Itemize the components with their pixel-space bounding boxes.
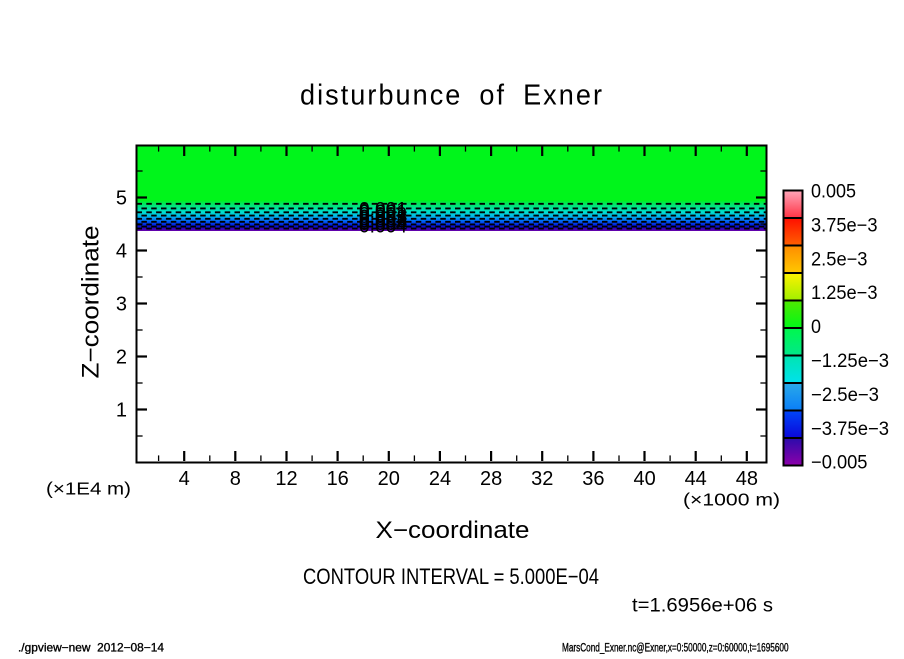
- svg-text:40: 40: [633, 468, 655, 490]
- svg-text:./gpview−new 2012−08−14: ./gpview−new 2012−08−14: [18, 641, 164, 655]
- svg-text:−3.75e−3: −3.75e−3: [811, 419, 889, 440]
- svg-text:MarsCond_Exner.nc@Exner,x=0:50: MarsCond_Exner.nc@Exner,x=0:50000,z=0:60…: [562, 643, 789, 655]
- svg-text:2.5e−3: 2.5e−3: [811, 249, 868, 270]
- svg-text:0.003: 0.003: [359, 209, 407, 230]
- svg-text:−0.005: −0.005: [811, 453, 868, 474]
- svg-text:1.25e−3: 1.25e−3: [811, 283, 878, 304]
- svg-text:3.75e−3: 3.75e−3: [811, 215, 878, 236]
- svg-text:0.001: 0.001: [359, 200, 407, 221]
- svg-text:0.002: 0.002: [359, 207, 407, 228]
- svg-text:−1.25e−3: −1.25e−3: [811, 351, 889, 372]
- svg-text:0.003: 0.003: [359, 212, 407, 233]
- svg-text:4: 4: [179, 468, 190, 490]
- svg-text:0.004: 0.004: [359, 216, 407, 237]
- svg-text:44: 44: [685, 468, 707, 490]
- svg-text:CONTOUR INTERVAL = 5.000E−04: CONTOUR INTERVAL = 5.000E−04: [303, 564, 599, 589]
- svg-text:32: 32: [531, 468, 553, 490]
- svg-text:t=1.6956e+06 s: t=1.6956e+06 s: [632, 595, 773, 617]
- svg-text:2: 2: [116, 346, 127, 368]
- svg-text:20: 20: [378, 468, 400, 490]
- svg-text:16: 16: [327, 468, 349, 490]
- svg-text:28: 28: [480, 468, 502, 490]
- svg-text:0.001: 0.001: [359, 202, 407, 223]
- svg-text:(×1000 m): (×1000 m): [683, 490, 780, 510]
- svg-text:48: 48: [736, 468, 758, 490]
- svg-text:36: 36: [582, 468, 604, 490]
- svg-text:0.002: 0.002: [359, 204, 407, 225]
- svg-text:Z−coordinate: Z−coordinate: [78, 226, 105, 379]
- svg-text:(×1E4 m): (×1E4 m): [46, 479, 131, 499]
- svg-text:X−coordinate: X−coordinate: [376, 517, 530, 544]
- svg-text:5: 5: [116, 187, 127, 209]
- svg-text:disturbunce of Exner: disturbunce of Exner: [300, 80, 604, 112]
- svg-text:0: 0: [811, 317, 821, 338]
- svg-text:0.005: 0.005: [811, 182, 856, 203]
- svg-text:3: 3: [116, 293, 127, 315]
- svg-text:1: 1: [116, 399, 127, 421]
- svg-text:12: 12: [275, 468, 297, 490]
- svg-text:0.004: 0.004: [359, 214, 407, 235]
- svg-text:8: 8: [230, 468, 241, 490]
- svg-text:24: 24: [429, 468, 451, 490]
- svg-text:−2.5e−3: −2.5e−3: [811, 385, 879, 406]
- svg-text:4: 4: [116, 240, 127, 262]
